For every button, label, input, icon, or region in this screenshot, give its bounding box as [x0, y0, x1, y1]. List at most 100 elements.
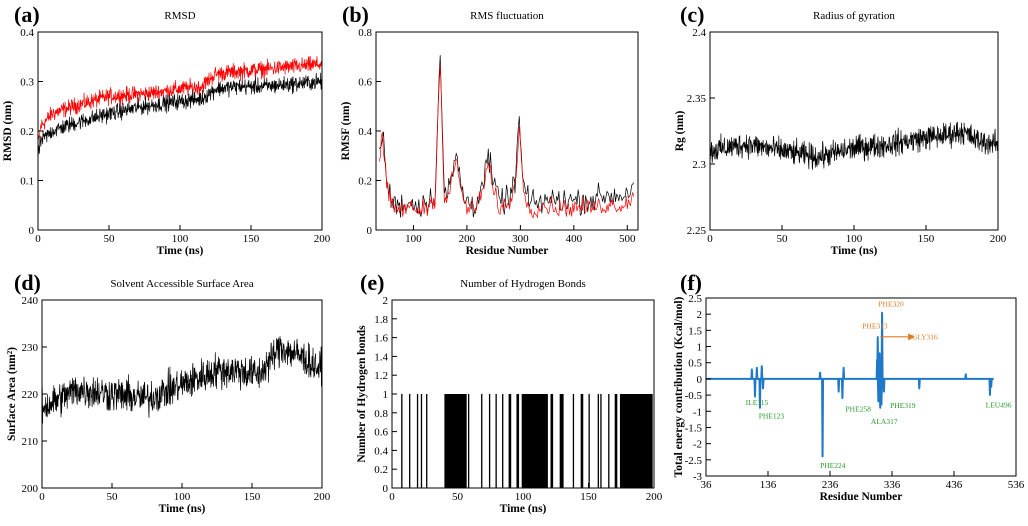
ytick-label-e-4: 0.8 — [374, 408, 388, 420]
xtick-label-e-1: 50 — [452, 491, 464, 503]
xtick-label-c-0: 0 — [707, 233, 713, 245]
series-line-a-1 — [38, 72, 322, 161]
xtick-label-e-3: 150 — [580, 491, 597, 503]
energy-spike-2 — [756, 366, 758, 369]
hbond-bar-1 — [409, 394, 411, 488]
ytick-label-c-1: 2.3 — [692, 159, 706, 171]
gly316-arrow-head — [908, 333, 916, 341]
xtick-label-f-0: 36 — [701, 479, 713, 491]
ytick-label-f-2: -2 — [693, 439, 702, 451]
energy-spike-5 — [762, 387, 764, 390]
ytick-label-c-0: 2.25 — [687, 225, 707, 237]
energy-spike-8 — [837, 391, 840, 393]
plot-frame-f — [705, 297, 1017, 477]
xtick-label-f-2: 236 — [822, 479, 839, 491]
energy-spike-10 — [842, 366, 845, 369]
panel-label-a: (a) — [14, 2, 40, 27]
panel-f: (f) 36 136 236 336 436 536 -3 -2.5 -2 -1.5 -1 -0.5 0 0… — [673, 270, 1025, 503]
xtick-label-d-0: 0 — [39, 491, 45, 503]
xtick-label-c-1: 50 — [777, 233, 789, 245]
hbond-bar-6 — [467, 394, 470, 488]
panel-d: (d) Solvent Accessible Surface Area 0 50 100… — [6, 270, 331, 515]
ytick-label-a-0: 0 — [29, 225, 35, 237]
series-line-b-1 — [378, 64, 635, 219]
energy-spike-1 — [754, 395, 756, 398]
ytick-label-b-3: 0.6 — [358, 77, 372, 89]
ytick-label-f-11: 2.5 — [688, 293, 702, 305]
ytick-label-a-1: 0.1 — [20, 176, 34, 188]
panel-b: (b) RMS fluctuation 100 200 300 400 500 0 0.2 0.4… — [340, 2, 639, 257]
residue-label-7: PHE313 — [862, 322, 888, 331]
xtick-label-a-3: 150 — [243, 233, 260, 245]
y-axis-label-e: Number of Hydrogen bonds — [356, 325, 368, 463]
ytick-label-d-3: 230 — [22, 342, 39, 354]
ytick-label-f-6: 0 — [697, 374, 703, 386]
ytick-label-e-8: 1.6 — [374, 333, 388, 345]
xtick-label-c-4: 200 — [990, 233, 1007, 245]
plot-frame-d — [41, 299, 323, 489]
ytick-label-c-2: 2.35 — [687, 93, 707, 105]
plot-area-b — [378, 55, 635, 219]
energy-spike-0 — [751, 368, 753, 371]
ytick-label-b-0: 0 — [367, 225, 373, 237]
xtick-label-a-4: 200 — [314, 233, 331, 245]
plot-area-e — [401, 394, 653, 488]
xtick-label-e-4: 200 — [646, 491, 663, 503]
ytick-label-d-2: 220 — [22, 389, 39, 401]
ytick-label-e-0: 0 — [383, 483, 389, 495]
energy-spike-6 — [819, 371, 821, 374]
xtick-label-b-2: 300 — [512, 233, 529, 245]
ytick-label-d-4: 240 — [22, 295, 39, 307]
energy-spike-3 — [759, 407, 761, 409]
energy-spike-14 — [878, 352, 881, 354]
chart-title-a: RMSD — [164, 10, 195, 22]
hbond-bar-8 — [488, 394, 491, 488]
residue-label-4: PHE319 — [890, 401, 916, 410]
plot-area-a — [38, 54, 322, 161]
ytick-label-e-10: 2 — [383, 295, 389, 307]
energy-spike-4 — [761, 365, 763, 367]
energy-spike-18 — [883, 391, 885, 393]
xtick-label-e-2: 100 — [515, 491, 532, 503]
y-axis-label-a: RMSD (nm) — [2, 101, 14, 162]
xtick-label-f-3: 336 — [884, 479, 901, 491]
hbond-bar-17 — [580, 394, 584, 488]
panel-label-f: (f) — [680, 270, 702, 295]
x-axis-label-a: Time (ns) — [157, 245, 204, 257]
hbond-bar-5 — [444, 394, 467, 488]
panel-label-e: (e) — [360, 270, 384, 295]
plot-area-d — [42, 336, 322, 424]
series-line-a-0 — [38, 54, 322, 146]
ytick-label-b-1: 0.2 — [358, 176, 372, 188]
ytick-label-e-9: 1.8 — [374, 314, 388, 326]
residue-label-5: ALA317 — [871, 417, 898, 426]
energy-spike-22 — [990, 386, 992, 388]
series-line-c-0 — [710, 121, 998, 170]
ytick-label-d-0: 200 — [22, 483, 39, 495]
series-line-d-0 — [42, 336, 322, 424]
ytick-label-f-10: 2 — [697, 309, 703, 321]
residue-label-3: PHE258 — [846, 404, 872, 413]
xtick-label-e-0: 0 — [389, 491, 395, 503]
hbond-bar-22 — [614, 394, 618, 488]
hbond-bar-21 — [608, 394, 610, 488]
hbond-bar-10 — [502, 394, 504, 488]
xtick-label-a-0: 0 — [35, 233, 41, 245]
x-axis-label-f: Residue Number — [820, 491, 903, 503]
hbond-bar-19 — [597, 394, 599, 488]
series-line-b-0 — [378, 55, 634, 218]
x-axis-label-d: Time (ns) — [159, 503, 206, 515]
hbond-bar-9 — [495, 394, 497, 488]
ytick-label-f-1: -2.5 — [685, 455, 703, 467]
plot-area-f — [706, 311, 994, 458]
residue-label-9: GLY316 — [912, 332, 938, 341]
y-axis-label-c: Rg (nm) — [674, 111, 686, 152]
xtick-label-b-4: 500 — [619, 233, 636, 245]
energy-spike-12 — [876, 336, 879, 338]
energy-line — [706, 312, 994, 457]
hbond-bar-18 — [588, 394, 590, 488]
xtick-label-c-2: 100 — [846, 233, 863, 245]
ytick-label-e-1: 0.2 — [374, 464, 388, 476]
ytick-label-b-4: 0.8 — [358, 27, 372, 39]
